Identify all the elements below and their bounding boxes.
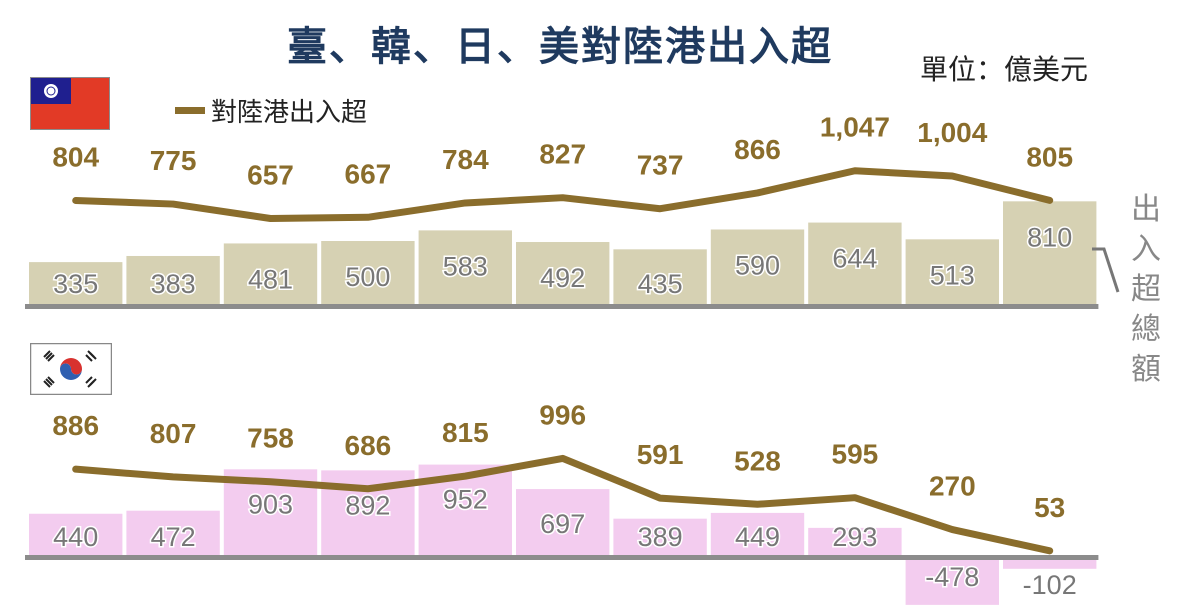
bar xyxy=(613,518,707,556)
line-value-label: 53 xyxy=(1034,492,1065,523)
line-value-label: 775 xyxy=(150,145,197,176)
bar xyxy=(516,242,610,305)
bar-value-label: 440 xyxy=(53,522,98,552)
bar-value-label: 513 xyxy=(930,260,975,290)
bar xyxy=(808,222,902,305)
korea-panel: 440 472 903 892 952 697 389 449 293 -478 -102 886 80… xyxy=(25,399,1099,605)
bar-value-label: 383 xyxy=(151,269,196,299)
line-value-label: 667 xyxy=(345,158,392,189)
bar-value-label: 583 xyxy=(443,251,488,281)
bar-value-label: 389 xyxy=(638,522,683,552)
axis-baseline xyxy=(25,304,1099,309)
trade-line xyxy=(72,454,1054,555)
legend-line-swatch xyxy=(175,107,205,114)
bar xyxy=(905,239,999,305)
side-label: 出入超總額 xyxy=(1131,192,1161,387)
bar-value-label: 903 xyxy=(248,489,293,519)
bar xyxy=(613,249,707,305)
line-value-label: 528 xyxy=(734,445,781,476)
line-value-label: 807 xyxy=(150,418,197,449)
bar-value-label: 500 xyxy=(345,262,390,292)
legend: 對陸港出入超 xyxy=(175,92,367,129)
line-value-label: 1,004 xyxy=(917,117,987,148)
bar xyxy=(29,513,123,556)
line-value-label: 996 xyxy=(539,399,586,430)
bar-value-label: -478 xyxy=(925,562,979,592)
line-value-label: 866 xyxy=(734,134,781,165)
bar xyxy=(418,230,512,305)
bar xyxy=(321,241,415,305)
bar xyxy=(710,229,805,305)
bar xyxy=(1003,201,1097,305)
bar-value-label: 449 xyxy=(735,522,780,552)
bar-value-label: 335 xyxy=(53,269,98,299)
unit-label: 單位：億美元 xyxy=(920,53,1089,86)
axis-baseline xyxy=(25,555,1099,560)
bar-value-label: 590 xyxy=(735,250,780,280)
taiwan-flag-icon xyxy=(30,77,110,130)
bar-value-label: 952 xyxy=(443,485,488,515)
bar xyxy=(905,559,999,605)
line-value-label: 686 xyxy=(345,430,392,461)
bar-value-label: 492 xyxy=(540,263,585,293)
bar-value-label: 810 xyxy=(1027,222,1072,252)
bar xyxy=(516,489,610,556)
line-value-label: 815 xyxy=(442,417,489,448)
line-value-label: 805 xyxy=(1026,141,1073,172)
bar xyxy=(126,255,220,305)
line-value-label: 827 xyxy=(539,139,586,170)
bar-value-label: 644 xyxy=(832,244,877,274)
line-value-label: 1,047 xyxy=(820,112,890,143)
bar-value-label: 481 xyxy=(248,264,293,294)
bar xyxy=(126,510,220,556)
leader-line xyxy=(1092,247,1120,293)
korea-flag-icon xyxy=(30,343,112,395)
chart-title: 臺、韓、日、美對陸港出入超 xyxy=(287,24,833,70)
bar-value-label: 472 xyxy=(151,522,196,552)
line-value-label: 886 xyxy=(52,410,99,441)
line-value-label: 595 xyxy=(832,439,879,470)
line-value-label: 804 xyxy=(52,142,99,173)
trade-line xyxy=(72,167,1054,223)
bar xyxy=(1003,559,1097,569)
bar xyxy=(710,512,805,556)
line-value-label: 591 xyxy=(637,439,684,470)
bar-value-label: 697 xyxy=(540,509,585,539)
bar xyxy=(808,527,902,556)
bar-value-label: 293 xyxy=(832,522,877,552)
line-value-label: 758 xyxy=(247,423,294,454)
line-value-label: 657 xyxy=(247,160,294,191)
line-value-label: 270 xyxy=(929,471,976,502)
taiwan-panel: 335 383 481 500 583 492 435 590 644 513 810 804 775 6… xyxy=(25,112,1099,309)
bar-value-label: 435 xyxy=(638,269,683,299)
line-value-label: 737 xyxy=(637,150,684,181)
bar-value-label: 892 xyxy=(345,490,390,520)
bar-value-label: -102 xyxy=(1023,570,1077,600)
legend-line-label: 對陸港出入超 xyxy=(211,98,368,128)
line-value-label: 784 xyxy=(442,144,489,175)
bar xyxy=(223,243,318,305)
bar xyxy=(29,262,123,305)
